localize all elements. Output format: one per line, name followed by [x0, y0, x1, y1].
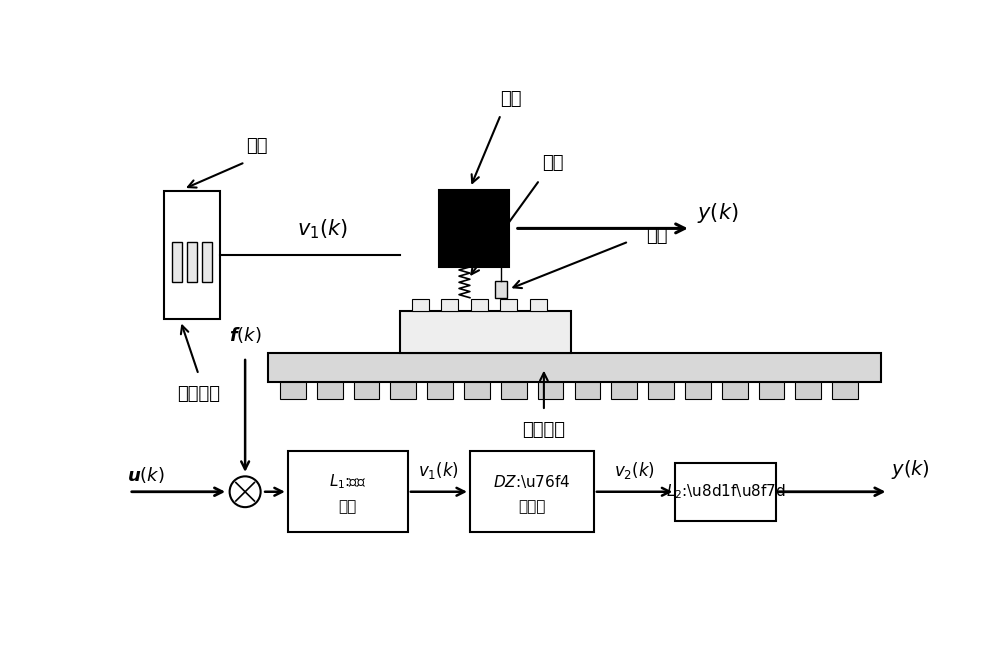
- Bar: [317, 382, 343, 400]
- Text: $\mathit{v}_1(k)$: $\mathit{v}_1(k)$: [418, 460, 459, 481]
- Bar: [795, 382, 821, 400]
- Bar: [538, 382, 563, 400]
- Bar: [685, 382, 711, 400]
- Bar: [675, 463, 776, 521]
- Bar: [412, 299, 429, 311]
- Text: $\mathit{y}(k)$: $\mathit{y}(k)$: [891, 458, 930, 481]
- Bar: [574, 382, 600, 400]
- Bar: [648, 382, 674, 400]
- Bar: [530, 299, 547, 311]
- Text: 负载: 负载: [500, 90, 522, 108]
- Bar: [470, 452, 594, 532]
- Bar: [441, 299, 458, 311]
- Text: $\mathit{DZ}$:\u76f4: $\mathit{DZ}$:\u76f4: [493, 473, 571, 490]
- Text: $\mathit{L}_2$:\u8d1f\u8f7d: $\mathit{L}_2$:\u8d1f\u8f7d: [666, 482, 786, 501]
- Bar: [501, 382, 527, 400]
- Text: 控制电路: 控制电路: [177, 385, 220, 403]
- Text: $\boldsymbol{u}(k)$: $\boldsymbol{u}(k)$: [127, 465, 165, 485]
- Text: 故障: 故障: [246, 137, 268, 155]
- Bar: [500, 299, 517, 311]
- Text: 直线电机: 直线电机: [522, 421, 565, 439]
- Bar: [722, 382, 748, 400]
- Bar: [471, 299, 488, 311]
- Bar: [495, 281, 507, 298]
- Bar: [390, 382, 416, 400]
- Bar: [354, 382, 379, 400]
- Text: 阻尼: 阻尼: [646, 227, 667, 245]
- Text: 电路: 电路: [339, 499, 357, 515]
- Text: $\mathit{L}_1$:控制: $\mathit{L}_1$:控制: [329, 472, 367, 491]
- Bar: [464, 382, 490, 400]
- Bar: [832, 382, 858, 400]
- Text: 弹簧: 弹簧: [542, 154, 564, 172]
- Bar: [400, 311, 571, 353]
- Bar: [280, 382, 306, 400]
- Bar: [427, 382, 453, 400]
- Text: $\boldsymbol{f}(k)$: $\boldsymbol{f}(k)$: [229, 325, 261, 345]
- Text: $\mathit{y}(k)$: $\mathit{y}(k)$: [697, 201, 738, 225]
- Bar: [164, 192, 220, 319]
- Text: 线电机: 线电机: [518, 499, 546, 515]
- Bar: [187, 241, 197, 281]
- Text: $\mathit{v}_2(k)$: $\mathit{v}_2(k)$: [614, 460, 655, 481]
- Bar: [288, 452, 408, 532]
- Bar: [759, 382, 784, 400]
- Bar: [202, 241, 212, 281]
- Bar: [611, 382, 637, 400]
- Bar: [439, 190, 509, 267]
- Text: $\mathit{v}_1(k)$: $\mathit{v}_1(k)$: [297, 217, 348, 241]
- Bar: [172, 241, 182, 281]
- Bar: [268, 353, 881, 382]
